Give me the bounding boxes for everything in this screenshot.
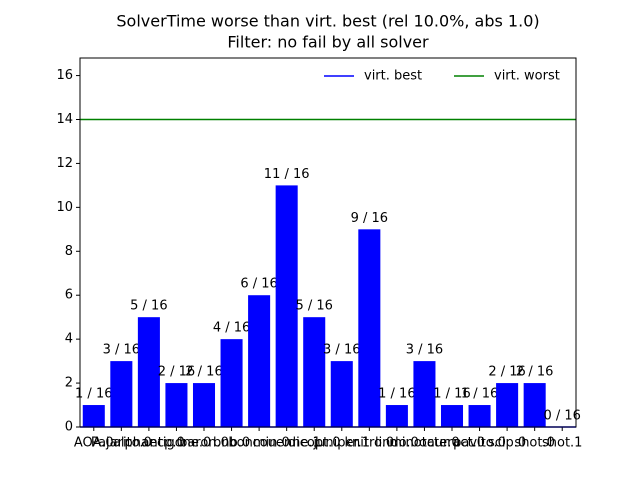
bar — [303, 317, 326, 427]
bar — [523, 383, 546, 427]
bar — [358, 229, 381, 427]
bar — [192, 383, 216, 427]
x-tick-label: baron.0 — [179, 436, 229, 451]
value-label: 1 / 16 — [433, 387, 470, 402]
value-label: 2 / 16 — [488, 365, 525, 380]
value-label: 9 / 16 — [351, 211, 388, 226]
x-tick-label: shot.0 — [514, 436, 554, 451]
y-tick-label: 4 — [65, 332, 73, 347]
y-tick-label: 12 — [56, 156, 73, 171]
bar — [165, 383, 188, 427]
value-label: 1 / 16 — [461, 387, 498, 402]
bar — [137, 317, 160, 427]
value-label: 2 / 16 — [516, 365, 553, 380]
x-tick-label: scip.0 — [488, 436, 526, 451]
bar — [440, 405, 464, 427]
value-label: 3 / 16 — [103, 343, 140, 358]
value-label: 1 / 16 — [75, 387, 112, 402]
value-label: 5 / 16 — [295, 299, 332, 314]
value-label: 3 / 16 — [323, 343, 360, 358]
legend-label: virt. best — [364, 69, 422, 84]
x-tick-label: juniper.1 — [313, 436, 371, 451]
x-tick-label: pavito.0 — [453, 436, 506, 451]
value-label: 11 / 16 — [264, 167, 310, 182]
y-tick-label: 16 — [56, 68, 73, 83]
bar — [330, 361, 353, 427]
value-label: 2 / 16 — [158, 365, 195, 380]
value-label: 3 / 16 — [406, 343, 443, 358]
chart-subtitle: Filter: no fail by all solver — [227, 33, 429, 52]
x-tick-label: alphaecp.0 — [113, 436, 185, 451]
x-tick-label: shot.1 — [542, 436, 582, 451]
x-tick-label: dicopt.0 — [288, 436, 341, 451]
bar — [496, 383, 519, 427]
bar — [385, 405, 408, 427]
x-tick-label: minotaur.0 — [389, 436, 459, 451]
x-tick-label: antigone.0 — [142, 436, 212, 451]
bar — [468, 405, 491, 427]
x-tick-label: lindo.0 — [375, 436, 419, 451]
y-tick-label: 6 — [65, 288, 73, 303]
y-tick-label: 2 — [65, 376, 73, 391]
value-label: 1 / 16 — [378, 387, 415, 402]
bar — [110, 361, 133, 427]
bar — [275, 185, 298, 427]
bar — [413, 361, 436, 427]
bar — [82, 405, 105, 427]
value-label: 2 / 16 — [185, 365, 222, 380]
bar — [248, 295, 271, 427]
y-tick-label: 0 — [65, 420, 73, 435]
value-label: 6 / 16 — [240, 277, 277, 292]
x-tick-label: bonmin.0 — [228, 436, 289, 451]
value-label: 0 / 16 — [543, 409, 580, 424]
y-tick-label: 14 — [56, 112, 73, 127]
y-tick-label: 10 — [56, 200, 73, 215]
x-tick-label: octeract.0 — [419, 436, 485, 451]
x-tick-label: AOA.0 — [74, 436, 114, 451]
bar — [220, 339, 243, 427]
chart-title: SolverTime worse than virt. best (rel 10… — [116, 12, 539, 31]
x-tick-label: Pajarito.0 — [91, 436, 152, 451]
x-tick-label: couenne.1 — [253, 436, 321, 451]
value-label: 5 / 16 — [130, 299, 167, 314]
legend-label: virt. worst — [494, 69, 560, 84]
y-tick-label: 8 — [65, 244, 73, 259]
x-tick-label: knitro.0 — [344, 436, 394, 451]
x-tick-label: bnb.0 — [213, 436, 250, 451]
value-label: 4 / 16 — [213, 321, 250, 336]
plot-frame — [79, 57, 577, 428]
